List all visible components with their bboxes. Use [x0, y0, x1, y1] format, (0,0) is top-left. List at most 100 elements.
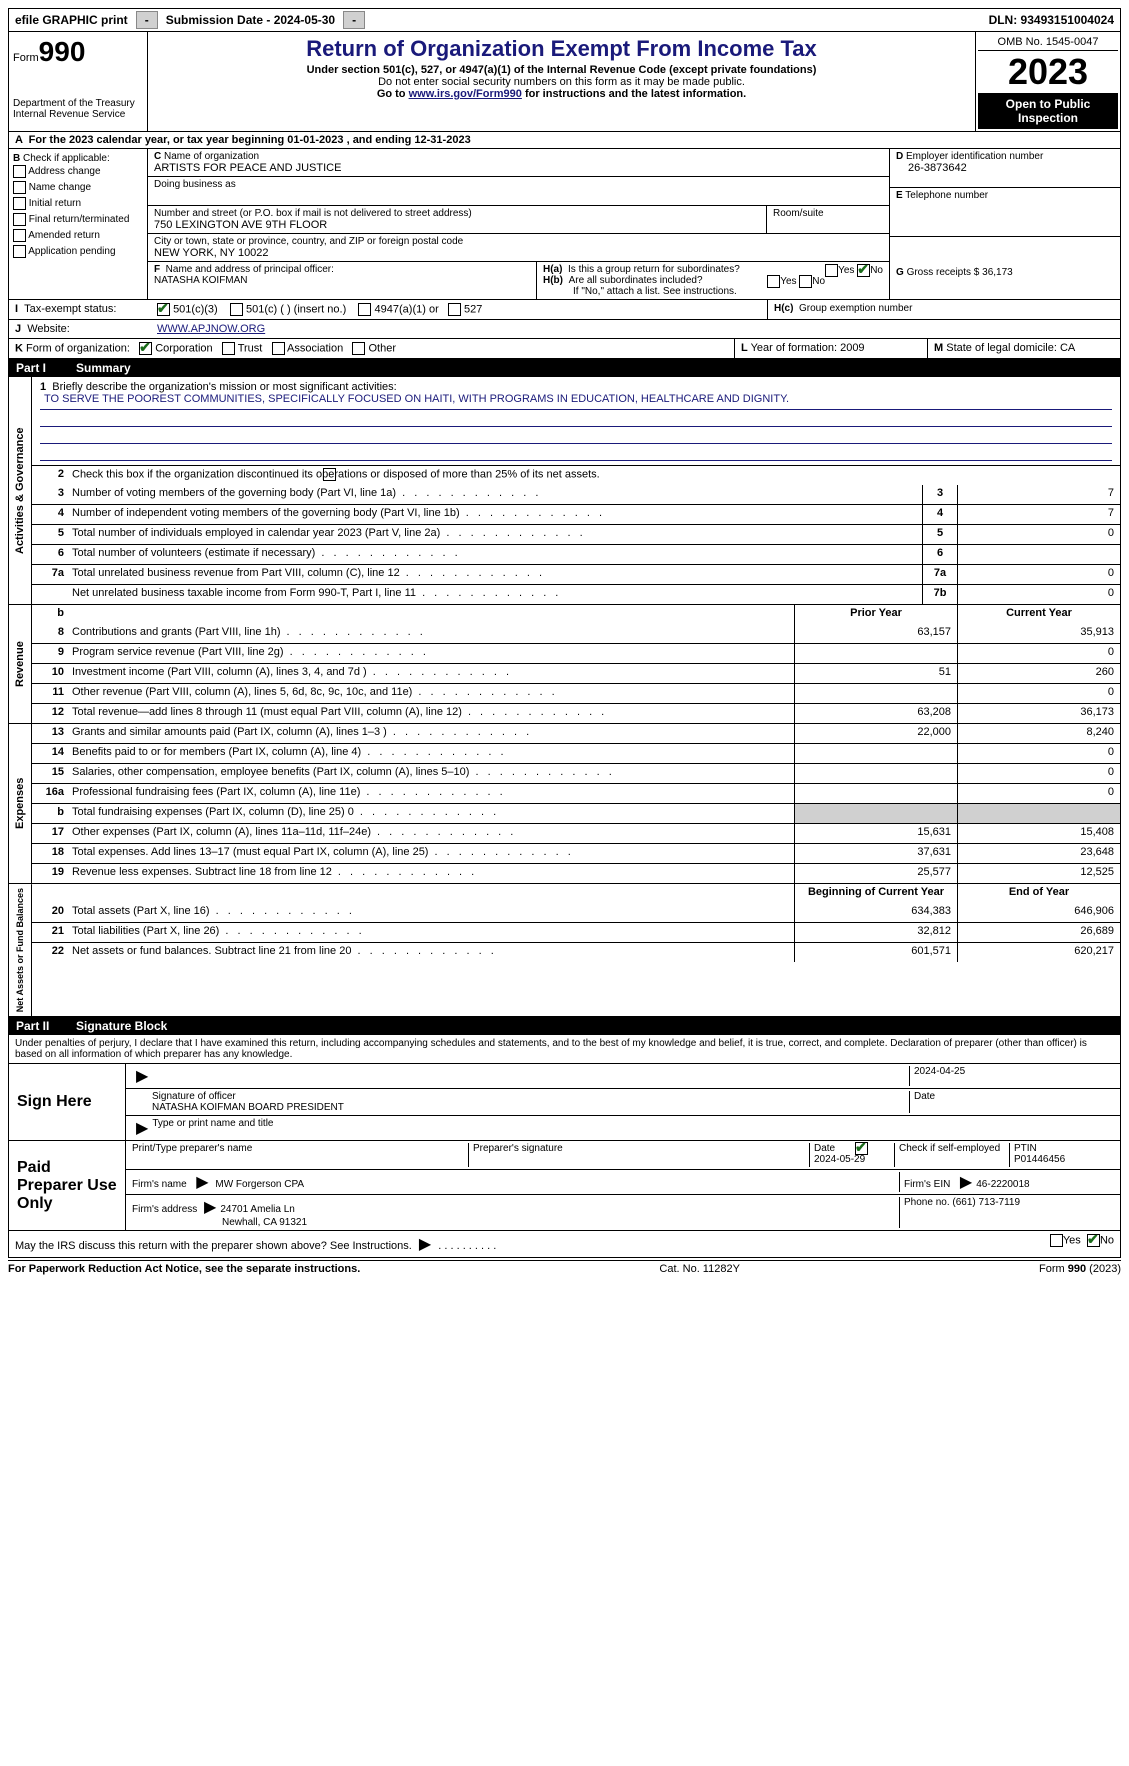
summary-line: 11Other revenue (Part VIII, column (A), … — [32, 683, 1120, 703]
chk-501c3[interactable] — [157, 303, 170, 316]
tax-year: 2023 — [978, 51, 1118, 93]
irs-link[interactable]: www.irs.gov/Form990 — [409, 88, 522, 100]
summary-line: 16aProfessional fundraising fees (Part I… — [32, 783, 1120, 803]
side-expenses: Expenses — [9, 724, 32, 883]
summary-expenses: Expenses 13Grants and similar amounts pa… — [8, 724, 1121, 884]
summary-governance: Activities & Governance 1 Briefly descri… — [8, 377, 1121, 605]
state-domicile: CA — [1060, 342, 1075, 354]
chk-trust[interactable] — [222, 342, 235, 355]
summary-line: 3Number of voting members of the governi… — [32, 485, 1120, 504]
omb-number: OMB No. 1545-0047 — [978, 34, 1118, 51]
street-address: 750 LEXINGTON AVE 9TH FLOOR — [154, 219, 327, 231]
efile-label: efile GRAPHIC print — [15, 13, 128, 27]
chk-501c[interactable] — [230, 303, 243, 316]
chk-self-employed[interactable] — [855, 1142, 868, 1155]
dln: DLN: 93493151004024 — [983, 11, 1120, 29]
firm-addr2: Newhall, CA 91321 — [132, 1217, 307, 1228]
chk-hb-no[interactable] — [799, 275, 812, 288]
chk-ha-no[interactable] — [857, 264, 870, 277]
summary-line: 8Contributions and grants (Part VIII, li… — [32, 624, 1120, 643]
sign-here-block: Sign Here ▶ 2024-04-25 Signature of offi… — [8, 1064, 1121, 1141]
sign-here-label: Sign Here — [9, 1064, 126, 1140]
side-netassets: Net Assets or Fund Balances — [9, 884, 32, 1016]
box-b: B Check if applicable: Address change Na… — [9, 149, 148, 299]
part1-header: Part ISummary — [8, 359, 1121, 377]
summary-line: 20Total assets (Part X, line 16)634,3836… — [32, 903, 1120, 922]
summary-line: Net unrelated business taxable income fr… — [32, 584, 1120, 604]
firm-name: MW Forgerson CPA — [215, 1179, 304, 1190]
chk-4947[interactable] — [358, 303, 371, 316]
discuss-row: May the IRS discuss this return with the… — [8, 1231, 1121, 1258]
firm-addr1: 24701 Amelia Ln — [220, 1204, 295, 1215]
arrow-icon: ▶ — [132, 1118, 152, 1138]
form-header: Form990 Department of the Treasury Inter… — [8, 32, 1121, 132]
box-d-g: D Employer identification number 26-3873… — [889, 149, 1120, 299]
principal-officer: NATASHA KOIFMAN — [154, 275, 248, 286]
side-revenue: Revenue — [9, 605, 32, 723]
summary-line: 4Number of independent voting members of… — [32, 504, 1120, 524]
summary-line: 9Program service revenue (Part VIII, lin… — [32, 643, 1120, 663]
row-a-period: A For the 2023 calendar year, or tax yea… — [8, 132, 1121, 149]
print-button[interactable]: - — [136, 11, 158, 29]
subtitle-2: Do not enter social security numbers on … — [156, 76, 967, 88]
chk-discuss-no[interactable] — [1087, 1234, 1100, 1247]
website-link[interactable]: WWW.APJNOW.ORG — [157, 323, 265, 335]
summary-line: 19Revenue less expenses. Subtract line 1… — [32, 863, 1120, 883]
chk-app-pending[interactable] — [13, 245, 26, 258]
arrow-icon: ▶ — [132, 1066, 152, 1086]
perjury-text: Under penalties of perjury, I declare th… — [8, 1035, 1121, 1064]
chk-other[interactable] — [352, 342, 365, 355]
chk-address-change[interactable] — [13, 165, 26, 178]
year-formation: 2009 — [840, 342, 864, 354]
footer-left: For Paperwork Reduction Act Notice, see … — [8, 1263, 360, 1275]
chk-ha-yes[interactable] — [825, 264, 838, 277]
footer-cat: Cat. No. 11282Y — [659, 1263, 740, 1275]
chk-discontinued[interactable] — [323, 468, 336, 481]
subtitle-3: Go to www.irs.gov/Form990 for instructio… — [156, 88, 967, 100]
summary-line: 15Salaries, other compensation, employee… — [32, 763, 1120, 783]
gross-receipts: 36,173 — [982, 267, 1013, 278]
sign-date: 2024-04-25 — [909, 1066, 1114, 1086]
chk-final-return[interactable] — [13, 213, 26, 226]
chk-corp[interactable] — [139, 342, 152, 355]
paid-preparer-block: Paid Preparer Use Only Print/Type prepar… — [8, 1141, 1121, 1231]
footer-right: Form 990 (2023) — [1039, 1263, 1121, 1275]
chk-527[interactable] — [448, 303, 461, 316]
firm-phone: (661) 713-7119 — [952, 1197, 1020, 1208]
mission-text: TO SERVE THE POOREST COMMUNITIES, SPECIF… — [40, 393, 1112, 410]
firm-ein: 46-2220018 — [976, 1179, 1029, 1190]
part2-header: Part IISignature Block — [8, 1017, 1121, 1035]
org-name: ARTISTS FOR PEACE AND JUSTICE — [154, 162, 341, 174]
row-klm: K Form of organization: Corporation Trus… — [8, 339, 1121, 359]
summary-netassets: Net Assets or Fund Balances Beginning of… — [8, 884, 1121, 1017]
city-state-zip: NEW YORK, NY 10022 — [154, 247, 269, 259]
chk-assoc[interactable] — [272, 342, 285, 355]
officer-signature: NATASHA KOIFMAN BOARD PRESIDENT — [152, 1102, 344, 1113]
summary-revenue: Revenue bPrior YearCurrent Year 8Contrib… — [8, 605, 1121, 724]
summary-line: 7aTotal unrelated business revenue from … — [32, 564, 1120, 584]
chk-name-change[interactable] — [13, 181, 26, 194]
summary-line: 14Benefits paid to or for members (Part … — [32, 743, 1120, 763]
summary-line: 10Investment income (Part VIII, column (… — [32, 663, 1120, 683]
summary-line: 5Total number of individuals employed in… — [32, 524, 1120, 544]
summary-line: 13Grants and similar amounts paid (Part … — [32, 724, 1120, 743]
form-number: Form990 — [13, 36, 143, 68]
footer: For Paperwork Reduction Act Notice, see … — [8, 1260, 1121, 1275]
section-bcd: B Check if applicable: Address change Na… — [8, 149, 1121, 300]
dept-treasury: Department of the Treasury Internal Reve… — [13, 98, 143, 120]
summary-line: 18Total expenses. Add lines 13–17 (must … — [32, 843, 1120, 863]
chk-initial-return[interactable] — [13, 197, 26, 210]
row-j: J Website: WWW.APJNOW.ORG — [8, 320, 1121, 339]
chk-discuss-yes[interactable] — [1050, 1234, 1063, 1247]
summary-line: bTotal fundraising expenses (Part IX, co… — [32, 803, 1120, 823]
summary-line: 22Net assets or fund balances. Subtract … — [32, 942, 1120, 962]
summary-line: 12Total revenue—add lines 8 through 11 (… — [32, 703, 1120, 723]
paid-preparer-label: Paid Preparer Use Only — [9, 1141, 126, 1230]
submission-button[interactable]: - — [343, 11, 365, 29]
chk-amended[interactable] — [13, 229, 26, 242]
summary-line: 17Other expenses (Part IX, column (A), l… — [32, 823, 1120, 843]
summary-line: 21Total liabilities (Part X, line 26)32,… — [32, 922, 1120, 942]
submission-date: Submission Date - 2024-05-30 — [166, 13, 335, 27]
form-title: Return of Organization Exempt From Incom… — [156, 36, 967, 62]
chk-hb-yes[interactable] — [767, 275, 780, 288]
